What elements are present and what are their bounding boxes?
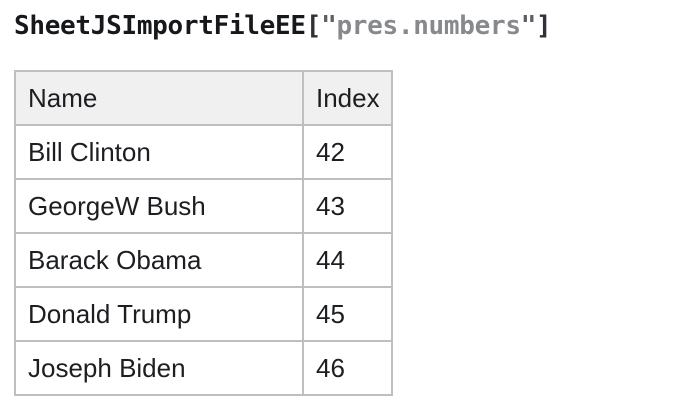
table-row: Barack Obama 44 — [14, 232, 393, 288]
cell-name: Bill Clinton — [14, 124, 304, 180]
title-bracket-open: [ — [305, 11, 322, 41]
cell-index: 42 — [302, 124, 393, 180]
cell-name: Joseph Biden — [14, 340, 304, 396]
table-row: GeorgeW Bush 43 — [14, 178, 393, 234]
table-header-row: Name Index — [14, 70, 393, 126]
title-quote-close: " — [520, 11, 537, 41]
title-sheet-name: pres.numbers — [336, 11, 521, 41]
cell-index: 44 — [302, 232, 393, 288]
cell-index: 46 — [302, 340, 393, 396]
cell-index: 43 — [302, 178, 393, 234]
cell-name: Barack Obama — [14, 232, 304, 288]
column-header-name: Name — [14, 70, 304, 126]
table-row: Bill Clinton 42 — [14, 124, 393, 180]
presidents-table: Name Index Bill Clinton 42 GeorgeW Bush … — [14, 70, 393, 396]
table-row: Donald Trump 45 — [14, 286, 393, 342]
page-root: SheetJSImportFileEE["pres.numbers"] Name… — [14, 6, 684, 396]
title-bracket-close: ] — [536, 11, 552, 41]
title-object-name: SheetJSImportFileEE — [14, 11, 306, 41]
cell-index: 45 — [302, 286, 393, 342]
column-header-index: Index — [302, 70, 393, 126]
cell-name: Donald Trump — [14, 286, 304, 342]
page-title: SheetJSImportFileEE["pres.numbers"] — [14, 6, 684, 46]
cell-name: GeorgeW Bush — [14, 178, 304, 234]
table-row: Joseph Biden 46 — [14, 340, 393, 396]
title-quote-open: " — [321, 11, 337, 41]
